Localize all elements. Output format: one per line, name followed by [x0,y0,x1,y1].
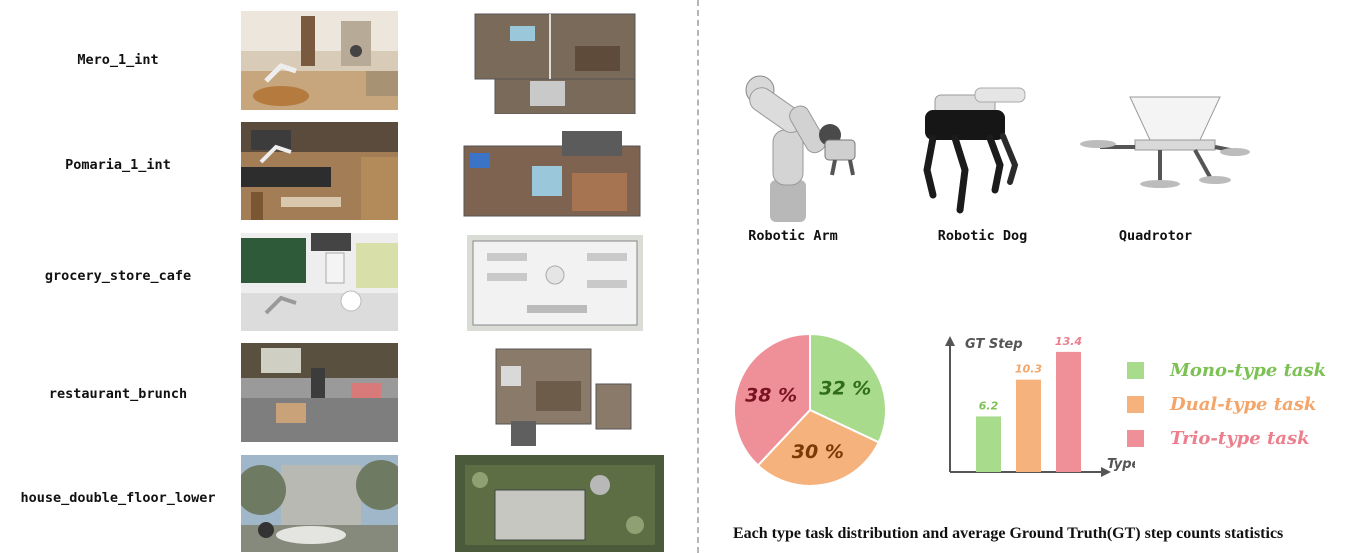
scene-photo-pomaria [241,122,398,220]
pie-slice-dual [756,408,881,487]
gt-step-bar-chart: GT Step Type 6.2 10.3 13.4 [945,335,1135,477]
env-label-house: house_double_floor_lower [20,490,216,506]
robot-label-quadrotor: Quadrotor [1118,228,1193,244]
env-label-restaurant: restaurant_brunch [48,386,188,402]
env-label-mero: Mero_1_int [77,52,159,68]
y-axis-label: GT Step [965,337,1023,352]
quadrotor-icon [1080,96,1250,188]
x-axis-arrow [1101,467,1111,477]
legend-label-dual: Dual-type task [1170,394,1317,415]
scene-photo-restaurant [241,343,398,442]
legend-swatch-dual [1127,396,1144,413]
bar-mono [976,416,1001,472]
pie-slice-mono [809,332,887,444]
pie-slice-mono-label: 32 % [819,378,871,400]
task-distribution-pie-chart: 32 % 30 % 38 % [733,332,887,487]
figure-caption: Each type task distribution and average … [733,525,1284,542]
pie-slice-trio-label: 38 % [745,385,797,407]
scene-photo-mero [241,11,398,110]
bar-dual-value-label: 10.3 [1015,363,1042,376]
env-label-pomaria: Pomaria_1_int [65,157,171,173]
env-label-grocery: grocery_store_cafe [44,268,192,284]
floor-plan-house [455,455,664,552]
floor-plan-restaurant [491,346,636,447]
legend-label-mono: Mono-type task [1170,360,1327,381]
robot-label-arm: Robotic Arm [748,228,838,244]
x-axis-label: Type [1107,457,1135,472]
legend-label-trio: Trio-type task [1170,428,1310,449]
bar-trio-value-label: 13.4 [1055,335,1082,348]
robotic-arm-icon [745,75,856,222]
robot-label-dog: Robotic Dog [937,228,1028,244]
bar-mono-value-label: 6.2 [979,399,999,412]
scene-photo-house [241,455,398,552]
section-divider [697,0,699,553]
scene-photo-grocery [241,233,398,331]
robotic-dog-icon [923,87,1026,214]
pie-slice-trio [733,332,811,467]
legend-swatch-trio [1127,430,1144,447]
floor-plan-mero [470,11,638,114]
floor-plan-pomaria [462,128,642,221]
bar-dual [1016,379,1041,472]
pie-slice-dual-label: 30 % [792,441,844,463]
floor-plan-grocery [467,235,643,331]
y-axis-arrow [945,336,955,346]
bar-trio [1056,351,1081,472]
legend-swatch-mono [1127,362,1144,379]
